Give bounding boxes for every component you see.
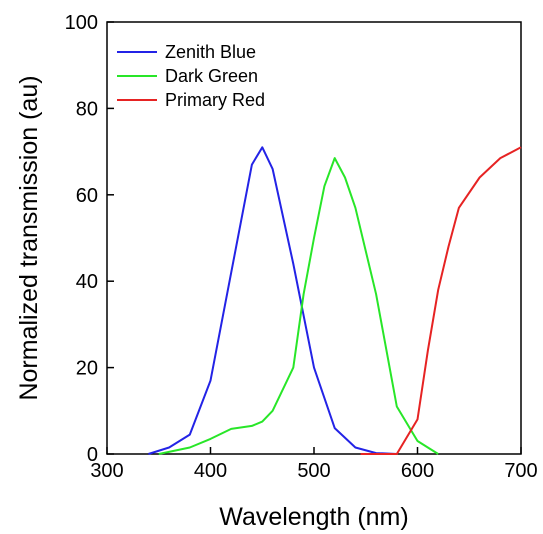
series-lines <box>148 146 522 455</box>
y-tick-label: 40 <box>76 271 98 293</box>
y-tick-label: 20 <box>76 358 98 380</box>
legend-label-dark-green: Dark Green <box>165 66 258 86</box>
series-line-zenith-blue <box>148 146 397 455</box>
legend-label-zenith-blue: Zenith Blue <box>165 42 256 62</box>
x-axis-title: Wavelength (nm) <box>219 503 408 531</box>
x-tick-label: 600 <box>401 460 434 482</box>
legend-label-primary-red: Primary Red <box>165 90 265 110</box>
series-line-primary-red <box>360 146 522 455</box>
x-tick-label: 300 <box>90 460 123 482</box>
y-axis-title: Normalized transmission (au) <box>15 75 43 400</box>
legend: Zenith Blue Dark Green Primary Red <box>117 42 265 110</box>
y-tick-label: 80 <box>76 98 98 120</box>
axis-ticks: 300 400 500 600 700 0 20 40 60 80 100 <box>65 12 538 482</box>
x-tick-label: 700 <box>504 460 537 482</box>
x-tick-label: 400 <box>194 460 227 482</box>
x-tick-label: 500 <box>297 460 330 482</box>
y-tick-label: 60 <box>76 185 98 207</box>
series-line-dark-green <box>158 157 439 455</box>
y-tick-label: 0 <box>87 444 98 466</box>
y-tick-label: 100 <box>65 12 98 34</box>
